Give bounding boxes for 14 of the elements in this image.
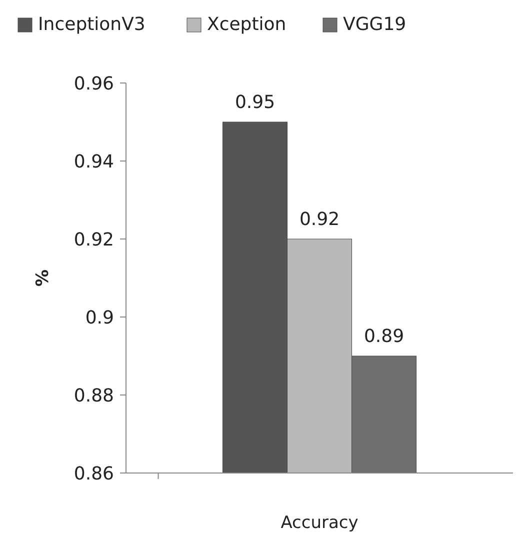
x-axis-title: Accuracy [280, 513, 358, 533]
legend-label: Xception [207, 14, 286, 35]
data-label: 0.89 [364, 326, 404, 347]
y-tick-label: 0.96 [74, 73, 114, 94]
data-label: 0.92 [299, 209, 340, 230]
y-tick-label: 0.9 [85, 307, 114, 328]
y-tick-label: 0.92 [74, 229, 114, 250]
y-tick-label: 0.86 [74, 463, 114, 484]
data-label: 0.95 [234, 92, 276, 113]
legend-label: VGG19 [343, 14, 406, 35]
y-tick-label: 0.94 [74, 151, 114, 172]
y-axis-title: % [33, 269, 53, 287]
legend-label: InceptionV3 [38, 14, 146, 35]
y-tick-label: 0.88 [74, 385, 114, 406]
